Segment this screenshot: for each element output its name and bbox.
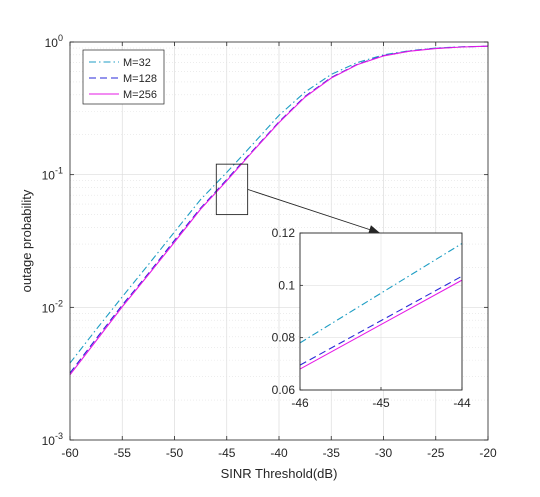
zoom-indicator [215, 163, 381, 234]
x-tick-label: -60 [61, 446, 79, 460]
inset-y-tick-label: 0.06 [272, 383, 296, 397]
main-lines [69, 45, 489, 376]
y-tick-label: 10-1 [42, 166, 63, 183]
legend-label: M=256 [123, 89, 157, 101]
zoom-region-box [215, 163, 249, 216]
y-axis-label: outage probability [19, 189, 34, 292]
legend-label: M=128 [123, 73, 157, 85]
legend-label: M=32 [123, 57, 151, 69]
main-ticks: -60 -55 -50 -45 -40 -35 -30 -25 -20 10-3 10-2 10-1 1… [42, 33, 497, 460]
legend-box [82, 49, 165, 105]
inset-y-tick-label: 0.12 [272, 226, 296, 240]
zoom-arrow-line [247, 188, 381, 234]
inset-plot: -46 -45 -44 0.06 0.08 0.1 0.12 [272, 226, 471, 410]
inset-series-line [299, 243, 463, 344]
zoom-arrow-head [368, 225, 380, 234]
x-axis-label: SINR Threshold(dB) [221, 466, 338, 481]
inset-x-tick-label: -44 [453, 396, 471, 410]
inset-series-line [299, 275, 463, 366]
inset-y-tick-label: 0.08 [272, 331, 296, 345]
y-tick-label: 10-3 [42, 431, 63, 448]
x-tick-label: -45 [218, 446, 236, 460]
x-tick-label: -50 [166, 446, 184, 460]
inset-x-tick-label: -46 [291, 396, 309, 410]
x-tick-label: -35 [323, 446, 341, 460]
series-line-m256 [69, 45, 489, 376]
inset-y-tick-label: 0.1 [278, 278, 295, 292]
inset-x-tick-label: -45 [372, 396, 390, 410]
x-tick-label: -55 [114, 446, 132, 460]
x-tick-label: -30 [375, 446, 393, 460]
x-tick-label: -20 [479, 446, 497, 460]
inset-series-line [299, 279, 463, 370]
legend: M=32 M=128 M=256 [82, 49, 165, 105]
y-tick-label: 100 [45, 33, 63, 50]
x-tick-label: -40 [270, 446, 288, 460]
x-tick-label: -25 [427, 446, 445, 460]
y-tick-label: 10-2 [42, 298, 63, 315]
